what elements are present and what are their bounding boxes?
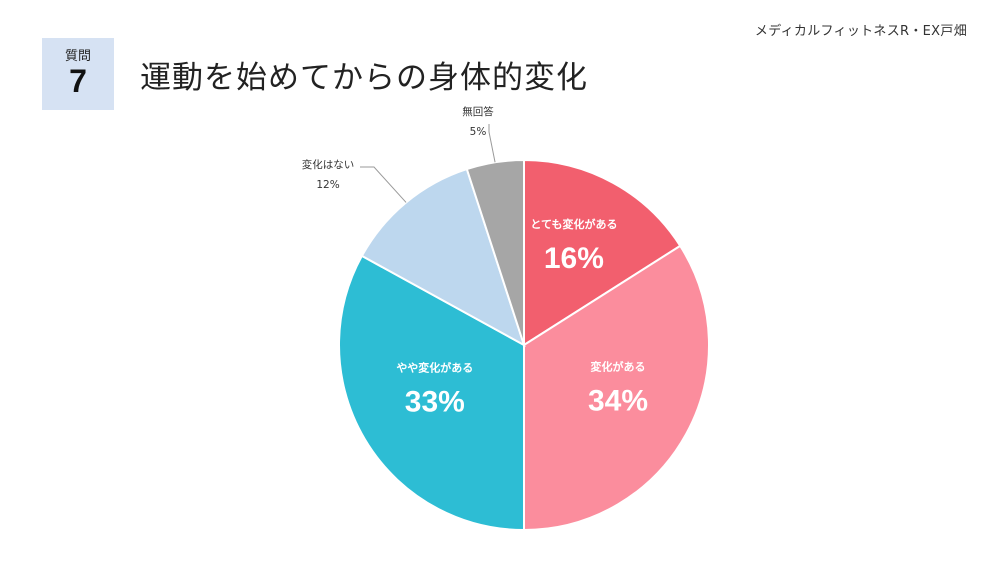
slice-value-label: 5% — [470, 126, 487, 138]
slice-value-label: 16% — [544, 242, 604, 275]
slice-label: とても変化がある — [530, 217, 617, 231]
page-title: 運動を始めてからの身体的変化 — [140, 60, 588, 96]
question-label: 質問 — [64, 49, 91, 64]
slice-value-label: 33% — [405, 386, 465, 419]
slice-value-label: 34% — [588, 385, 648, 418]
pie-slice — [338, 254, 525, 532]
slice-label: 変化がある — [591, 360, 646, 374]
brand-name: メディカルフィットネスR・EX戸畑 — [754, 24, 967, 39]
leader-line — [488, 124, 496, 163]
slice-value-label: 12% — [316, 179, 339, 191]
slice-label: やや変化がある — [396, 361, 473, 375]
slice-label: 変化はない — [302, 158, 355, 171]
slice-label: 無回答 — [462, 105, 494, 118]
pie-slice — [360, 167, 526, 348]
question-badge: 質問 7 — [42, 38, 114, 110]
pie-slice — [465, 158, 525, 346]
pie-slice — [523, 158, 682, 347]
pie-slice — [523, 244, 710, 532]
question-number: 7 — [69, 63, 87, 99]
leader-line — [360, 166, 407, 203]
